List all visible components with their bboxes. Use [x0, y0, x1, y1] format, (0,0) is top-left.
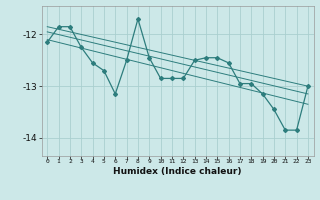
X-axis label: Humidex (Indice chaleur): Humidex (Indice chaleur): [113, 167, 242, 176]
